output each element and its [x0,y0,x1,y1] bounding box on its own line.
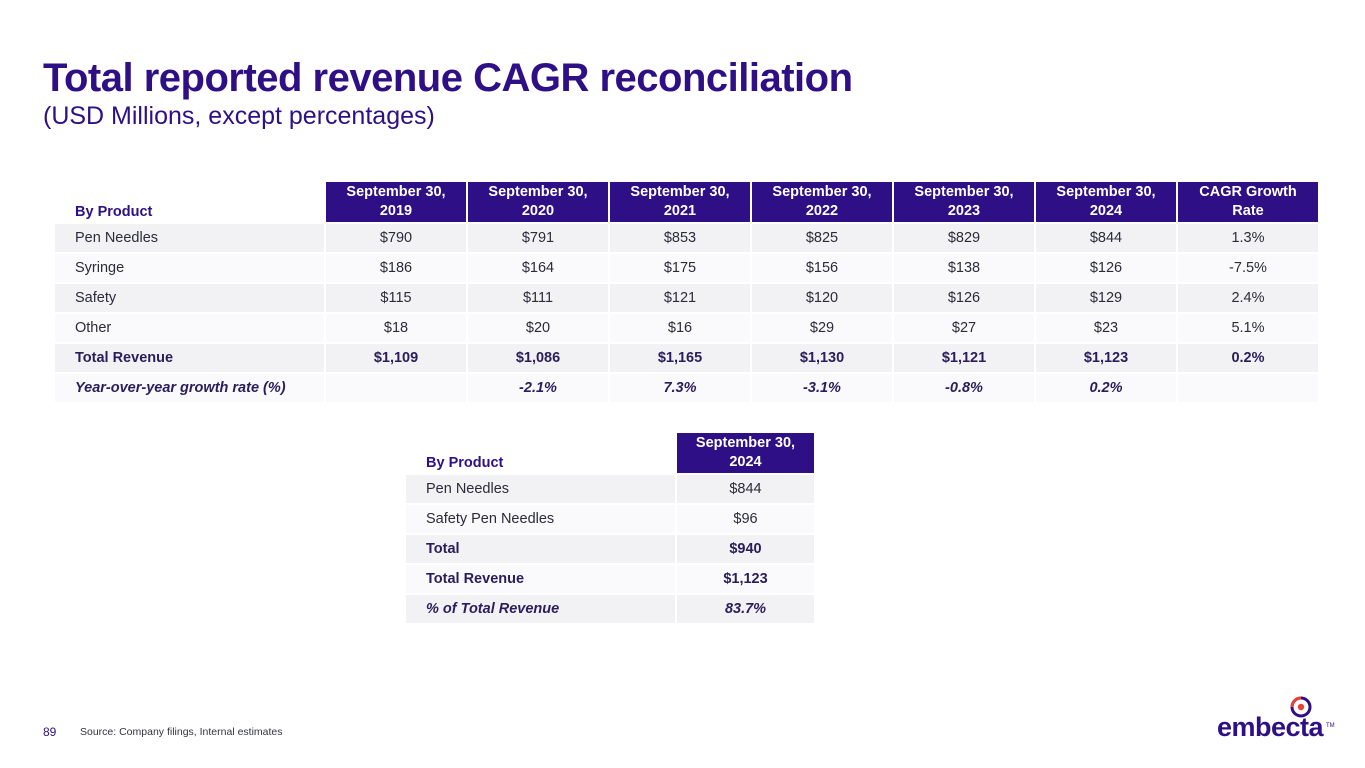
column-header-2019: September 30, 2019 [326,182,466,222]
row-label: Syringe [55,254,324,282]
row-label: Total [406,535,675,563]
cell: $27 [894,314,1034,342]
cell: 2.4% [1178,284,1318,312]
cell: $175 [610,254,750,282]
row-label: Pen Needles [55,224,324,252]
cell: $853 [610,224,750,252]
row-label: Pen Needles [406,475,675,503]
cell: -2.1% [468,374,608,402]
cell: $156 [752,254,892,282]
cell: 83.7% [677,595,814,623]
cell: $844 [1036,224,1176,252]
column-header-2023: September 30, 2023 [894,182,1034,222]
pen-needles-share-table: By Product September 30, 2024 Pen Needles… [404,431,816,625]
column-header-2024: September 30, 2024 [677,433,814,473]
row-label: Safety [55,284,324,312]
revenue-by-product-table: By Product September 30, 2019 September 3… [53,180,1320,404]
cell: $18 [326,314,466,342]
embecta-logo: embecta TM [1214,694,1335,744]
cell: 0.2% [1178,344,1318,372]
cell: $1,123 [677,565,814,593]
cell: $16 [610,314,750,342]
cell: $844 [677,475,814,503]
cell: $164 [468,254,608,282]
row-label: Safety Pen Needles [406,505,675,533]
cell: $1,121 [894,344,1034,372]
cell: $126 [1036,254,1176,282]
cell: $29 [752,314,892,342]
cell: $138 [894,254,1034,282]
table-header-row: By Product September 30, 2024 [406,433,814,473]
table-row-pen-needles: Pen Needles $844 [406,475,814,503]
table-row-safety-pen-needles: Safety Pen Needles $96 [406,505,814,533]
table-row-syringe: Syringe $186 $164 $175 $156 $138 $126 -7… [55,254,1318,282]
table-row-total: Total $940 [406,535,814,563]
column-header-cagr: CAGR Growth Rate [1178,182,1318,222]
cell: $825 [752,224,892,252]
cell: $1,109 [326,344,466,372]
row-label: % of Total Revenue [406,595,675,623]
cell: $111 [468,284,608,312]
row-header: By Product [406,433,675,473]
cell: $940 [677,535,814,563]
cell: $790 [326,224,466,252]
table-row-total-revenue: Total Revenue $1,109 $1,086 $1,165 $1,13… [55,344,1318,372]
cell: -7.5% [1178,254,1318,282]
cell: $829 [894,224,1034,252]
column-header-2020: September 30, 2020 [468,182,608,222]
cell: $1,130 [752,344,892,372]
cell [326,374,466,402]
table-row-yoy-growth: Year-over-year growth rate (%) -2.1% 7.3… [55,374,1318,402]
table-row-pen-needles: Pen Needles $790 $791 $853 $825 $829 $84… [55,224,1318,252]
table-row-safety: Safety $115 $111 $121 $120 $126 $129 2.4… [55,284,1318,312]
cell: $1,086 [468,344,608,372]
cell: $20 [468,314,608,342]
cell: 7.3% [610,374,750,402]
cell: $121 [610,284,750,312]
cell: $186 [326,254,466,282]
cell: $1,123 [1036,344,1176,372]
row-label: Other [55,314,324,342]
cell: $120 [752,284,892,312]
row-header: By Product [55,182,324,222]
cell [1178,374,1318,402]
row-label: Year-over-year growth rate (%) [55,374,324,402]
row-label: Total Revenue [55,344,324,372]
cell: $791 [468,224,608,252]
table-row-pct-total-revenue: % of Total Revenue 83.7% [406,595,814,623]
cell: $115 [326,284,466,312]
logo-mark-icon [1290,696,1312,718]
cell: $1,165 [610,344,750,372]
table-header-row: By Product September 30, 2019 September 3… [55,182,1318,222]
page-number: 89 [43,725,57,739]
table-row-other: Other $18 $20 $16 $29 $27 $23 5.1% [55,314,1318,342]
column-header-2024: September 30, 2024 [1036,182,1176,222]
cell: 5.1% [1178,314,1318,342]
logo-trademark: TM [1326,723,1335,729]
cell: $96 [677,505,814,533]
logo-wordmark: embecta [1217,712,1324,742]
cell: $23 [1036,314,1176,342]
cell: 0.2% [1036,374,1176,402]
cell: $129 [1036,284,1176,312]
cell: 1.3% [1178,224,1318,252]
cell: -0.8% [894,374,1034,402]
page-title: Total reported revenue CAGR reconciliati… [43,56,853,100]
column-header-2021: September 30, 2021 [610,182,750,222]
table-row-total-revenue: Total Revenue $1,123 [406,565,814,593]
cell: -3.1% [752,374,892,402]
page-subtitle: (USD Millions, except percentages) [43,102,435,130]
row-label: Total Revenue [406,565,675,593]
column-header-2022: September 30, 2022 [752,182,892,222]
source-note: Source: Company filings, Internal estima… [80,726,283,738]
cell: $126 [894,284,1034,312]
